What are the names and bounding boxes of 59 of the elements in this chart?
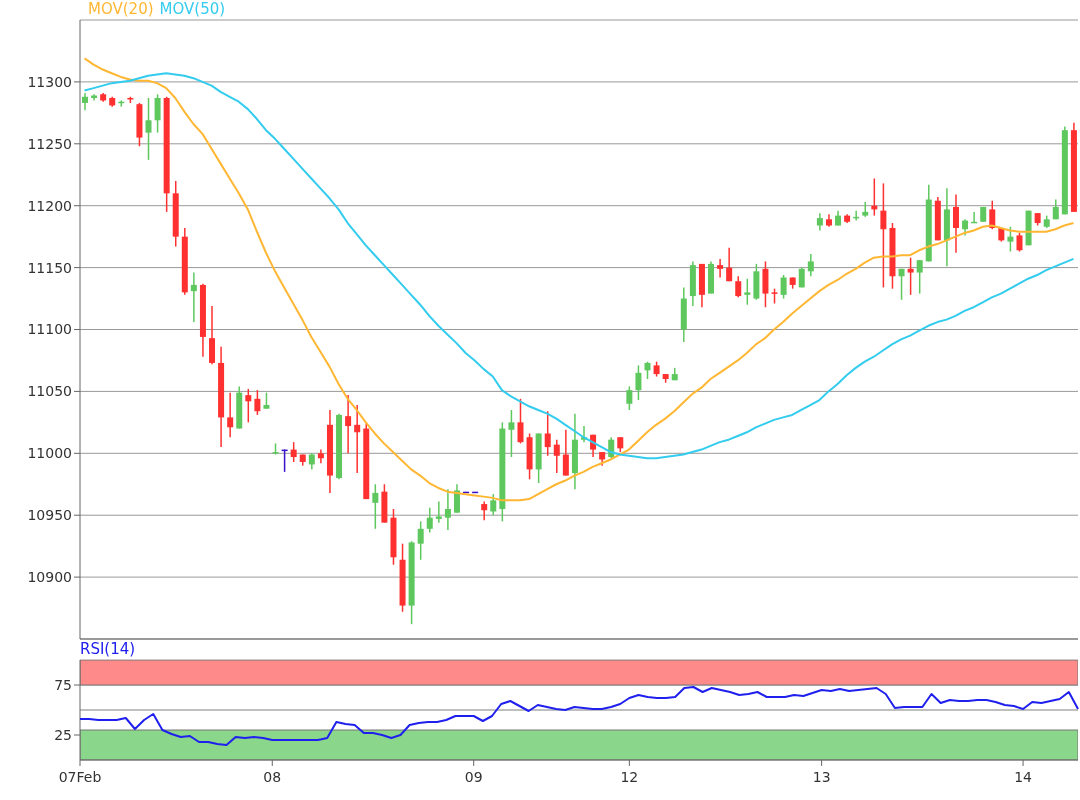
candlestick [726,247,733,282]
y-tick-label: 25 [54,726,72,743]
y-tick-label: 11100 [27,321,72,338]
candlestick [245,388,252,424]
y-tick-label: 10950 [27,507,72,524]
text: MOV(50) [159,0,226,18]
candlestick [880,182,887,289]
candlestick [562,429,569,477]
candlestick [490,493,497,516]
candlestick [952,193,959,254]
y-tick-label: 11150 [27,259,72,276]
y-tick-label: 11200 [27,197,72,214]
y-tick-label: 75 [54,676,72,693]
candlestick [190,271,197,323]
candlestick [435,500,442,524]
candlestick [154,93,161,134]
text: MOV(20) [88,0,154,18]
y-tick-label: 10900 [27,569,72,586]
candlestick [517,398,524,445]
x-tick-label: 07Feb [58,769,102,785]
candlestick [453,483,460,514]
candlestick [227,391,234,438]
y-tick-label: 11250 [27,135,72,152]
candlestick [1016,232,1023,253]
candlestick [254,389,261,416]
x-tick-label: 12 [620,769,639,785]
candlestick [145,97,152,161]
candlestick [744,277,751,306]
x-tick-label: 14 [1014,769,1033,785]
candlestick [417,520,424,561]
line-series [79,686,1079,746]
candlestick [735,275,742,299]
candlestick [444,488,451,531]
x-tick-label: 13 [812,769,831,785]
candlestick [544,410,551,457]
candlestick [290,441,297,463]
candlestick [372,483,379,530]
candlestick [989,200,996,230]
candlestick [345,394,352,455]
candlestick [898,268,905,301]
y-tick-label: 11000 [27,445,72,462]
chart-title: RSI(14) [80,640,136,658]
x-tick-label: 09 [464,769,483,785]
y-tick-label: 11300 [27,73,72,90]
candlestick [916,259,923,295]
candlestick [907,256,914,296]
candlestick [807,253,814,278]
candlestick [426,507,433,534]
candlestick [626,385,633,411]
candlestick [354,404,361,474]
candlestick [553,438,560,474]
candlestick [780,274,787,300]
candlestick [1007,226,1014,253]
x-tick-label: 08 [263,769,282,785]
candlestick [508,409,515,458]
candlestick [481,500,488,521]
y-tick-label: 11050 [27,383,72,400]
candlestick [635,364,642,401]
candlestick [717,258,724,279]
